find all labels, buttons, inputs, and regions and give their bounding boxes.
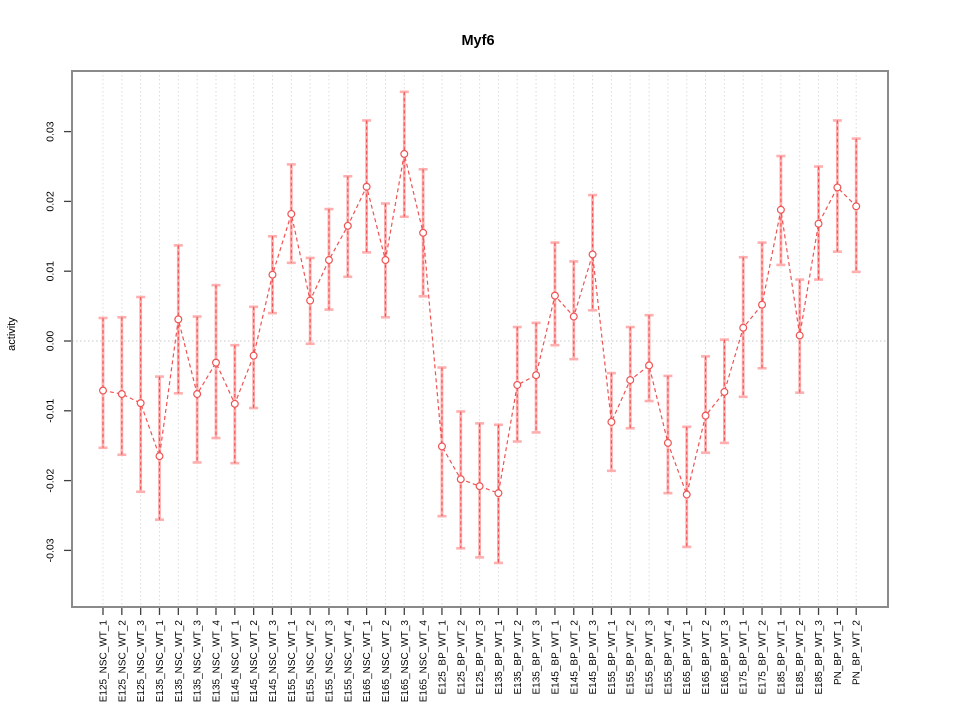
data-point [287, 209, 296, 218]
y-tick-label: 0.00 [45, 331, 57, 352]
x-tick-label: E155_NSC_WT_1 [287, 620, 298, 703]
data-point [795, 331, 804, 340]
data-point [400, 149, 409, 158]
data-point [626, 376, 635, 385]
x-tick-label: E155_NSC_WT_2 [306, 620, 317, 703]
data-point [98, 386, 107, 395]
x-tick-label: E125_NSC_WT_1 [99, 620, 110, 703]
x-tick-label: E125_NSC_WT_3 [136, 620, 147, 703]
data-point [588, 250, 597, 259]
x-tick-label: E185_BP_WT_1 [776, 620, 787, 695]
data-point [739, 323, 748, 332]
x-tick-label: E165_NSC_WT_2 [381, 620, 392, 703]
x-tick-label: PN_BP_WT_1 [833, 620, 844, 685]
y-tick-label: 0.03 [45, 121, 57, 142]
x-tick-label: E125_BP_WT_1 [437, 620, 448, 695]
x-tick-label: E125_NSC_WT_2 [117, 620, 128, 703]
y-tick-label: 0.02 [45, 191, 57, 212]
x-tick-label: E185_BP_WT_2 [795, 620, 806, 695]
x-tick-label: E155_BP_WT_4 [663, 620, 674, 695]
x-tick-label: E165_BP_WT_1 [682, 620, 693, 695]
data-point [569, 312, 578, 321]
x-tick-label: E185_BP_WT_3 [814, 620, 825, 695]
data-point [324, 256, 333, 265]
data-point [456, 475, 465, 484]
x-tick-label: E175_BP_WT_2 [758, 620, 769, 695]
x-tick-label: E165_NSC_WT_1 [362, 620, 373, 703]
y-tick-label: -0.03 [45, 538, 57, 562]
x-tick-label: E135_NSC_WT_1 [155, 620, 166, 703]
x-tick-label: PN_BP_WT_2 [852, 620, 863, 685]
data-point [607, 417, 616, 426]
data-point [663, 438, 672, 447]
x-tick-label: E155_BP_WT_3 [645, 620, 656, 695]
data-point [682, 490, 691, 499]
data-point [193, 390, 202, 399]
data-point [550, 291, 559, 300]
x-tick-label: E135_NSC_WT_3 [193, 620, 204, 703]
data-point [419, 228, 428, 237]
data-point [306, 296, 315, 305]
data-point [211, 358, 220, 367]
x-tick-label: E145_NSC_WT_1 [230, 620, 241, 703]
data-point [701, 411, 710, 420]
data-point [814, 219, 823, 228]
x-tick-label: E145_BP_WT_1 [550, 620, 561, 695]
data-point [437, 442, 446, 451]
x-tick-label: E165_BP_WT_2 [701, 620, 712, 695]
x-tick-label: E155_NSC_WT_3 [324, 620, 335, 703]
data-point [230, 399, 239, 408]
data-point [136, 399, 145, 408]
x-tick-label: E135_BP_WT_2 [513, 620, 524, 695]
x-tick-label: E125_BP_WT_3 [475, 620, 486, 695]
x-tick-label: E155_BP_WT_2 [626, 620, 637, 695]
data-point [532, 371, 541, 380]
data-point [513, 380, 522, 389]
data-point [362, 182, 371, 191]
x-tick-label: E165_NSC_WT_3 [400, 620, 411, 703]
data-point [381, 256, 390, 265]
data-point [720, 387, 729, 396]
data-point [776, 205, 785, 214]
x-tick-label: E125_BP_WT_2 [456, 620, 467, 695]
x-tick-label: E135_NSC_WT_2 [174, 620, 185, 703]
y-tick-label: -0.01 [45, 399, 57, 423]
x-tick-label: E145_NSC_WT_2 [249, 620, 260, 703]
data-point [174, 315, 183, 324]
data-point [645, 361, 654, 370]
data-point [852, 202, 861, 211]
x-tick-label: E165_NSC_WT_4 [419, 620, 430, 703]
data-point [343, 221, 352, 230]
data-point [249, 351, 258, 360]
data-point [155, 452, 164, 461]
data-point [833, 183, 842, 192]
data-point [475, 482, 484, 491]
x-tick-label: E135_NSC_WT_4 [211, 620, 222, 703]
x-tick-label: E155_BP_WT_1 [607, 620, 618, 695]
x-tick-label: E145_BP_WT_2 [569, 620, 580, 695]
y-tick-label: -0.02 [45, 468, 57, 492]
x-tick-label: E165_BP_WT_3 [720, 620, 731, 695]
plot-border [71, 70, 889, 608]
y-tick-label: 0.01 [45, 261, 57, 282]
x-tick-label: E155_NSC_WT_4 [343, 620, 354, 703]
data-point [268, 270, 277, 279]
y-axis-title: activity [6, 317, 18, 351]
data-point [494, 489, 503, 498]
data-point [117, 390, 126, 399]
x-tick-label: E145_NSC_WT_3 [268, 620, 279, 703]
x-tick-label: E135_BP_WT_3 [532, 620, 543, 695]
data-point [758, 300, 767, 309]
x-tick-label: E145_BP_WT_3 [588, 620, 599, 695]
x-tick-label: E175_BP_WT_1 [739, 620, 750, 695]
x-tick-label: E135_BP_WT_1 [494, 620, 505, 695]
chart-title: Myf6 [461, 33, 495, 49]
